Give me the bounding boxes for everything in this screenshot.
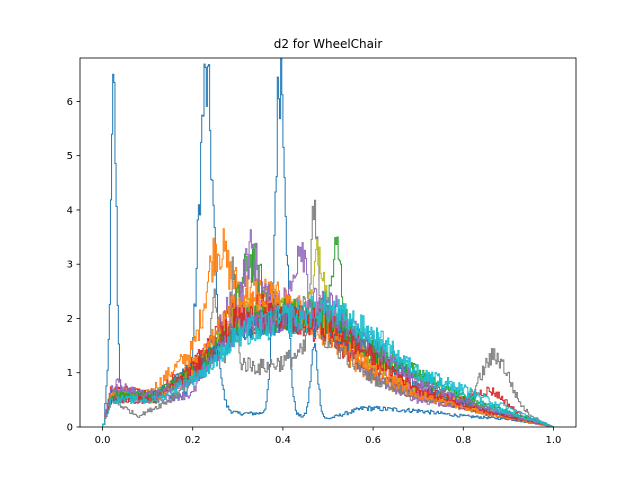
plot-area: 0.0 0.2 0.4 0.6 0.8 1.0 0 1 2 3 4 5 6: [67, 57, 577, 446]
y-tick-label: 4: [67, 205, 73, 216]
chart-title: d2 for WheelChair: [274, 37, 383, 51]
series-line-16: [102, 291, 554, 427]
x-axis: 0.0 0.2 0.4 0.6 0.8 1.0: [95, 427, 562, 446]
x-tick-label: 0.2: [185, 435, 201, 446]
x-tick-label: 0.8: [455, 435, 471, 446]
axes-frame: [79, 57, 577, 428]
series-line-8: [102, 199, 554, 427]
y-tick-label: 6: [67, 97, 73, 108]
x-tick-label: 0.0: [95, 435, 111, 446]
y-tick-label: 3: [67, 260, 73, 271]
y-tick-label: 0: [67, 423, 73, 434]
y-tick-label: 1: [67, 368, 73, 379]
series-layer: [102, 58, 554, 427]
y-tick-label: 5: [67, 151, 73, 162]
x-tick-label: 0.6: [365, 435, 381, 446]
x-tick-label: 0.4: [275, 435, 291, 446]
y-tick-label: 2: [67, 314, 73, 325]
x-tick-label: 1.0: [546, 435, 562, 446]
y-axis: 0 1 2 3 4 5 6: [67, 97, 80, 434]
